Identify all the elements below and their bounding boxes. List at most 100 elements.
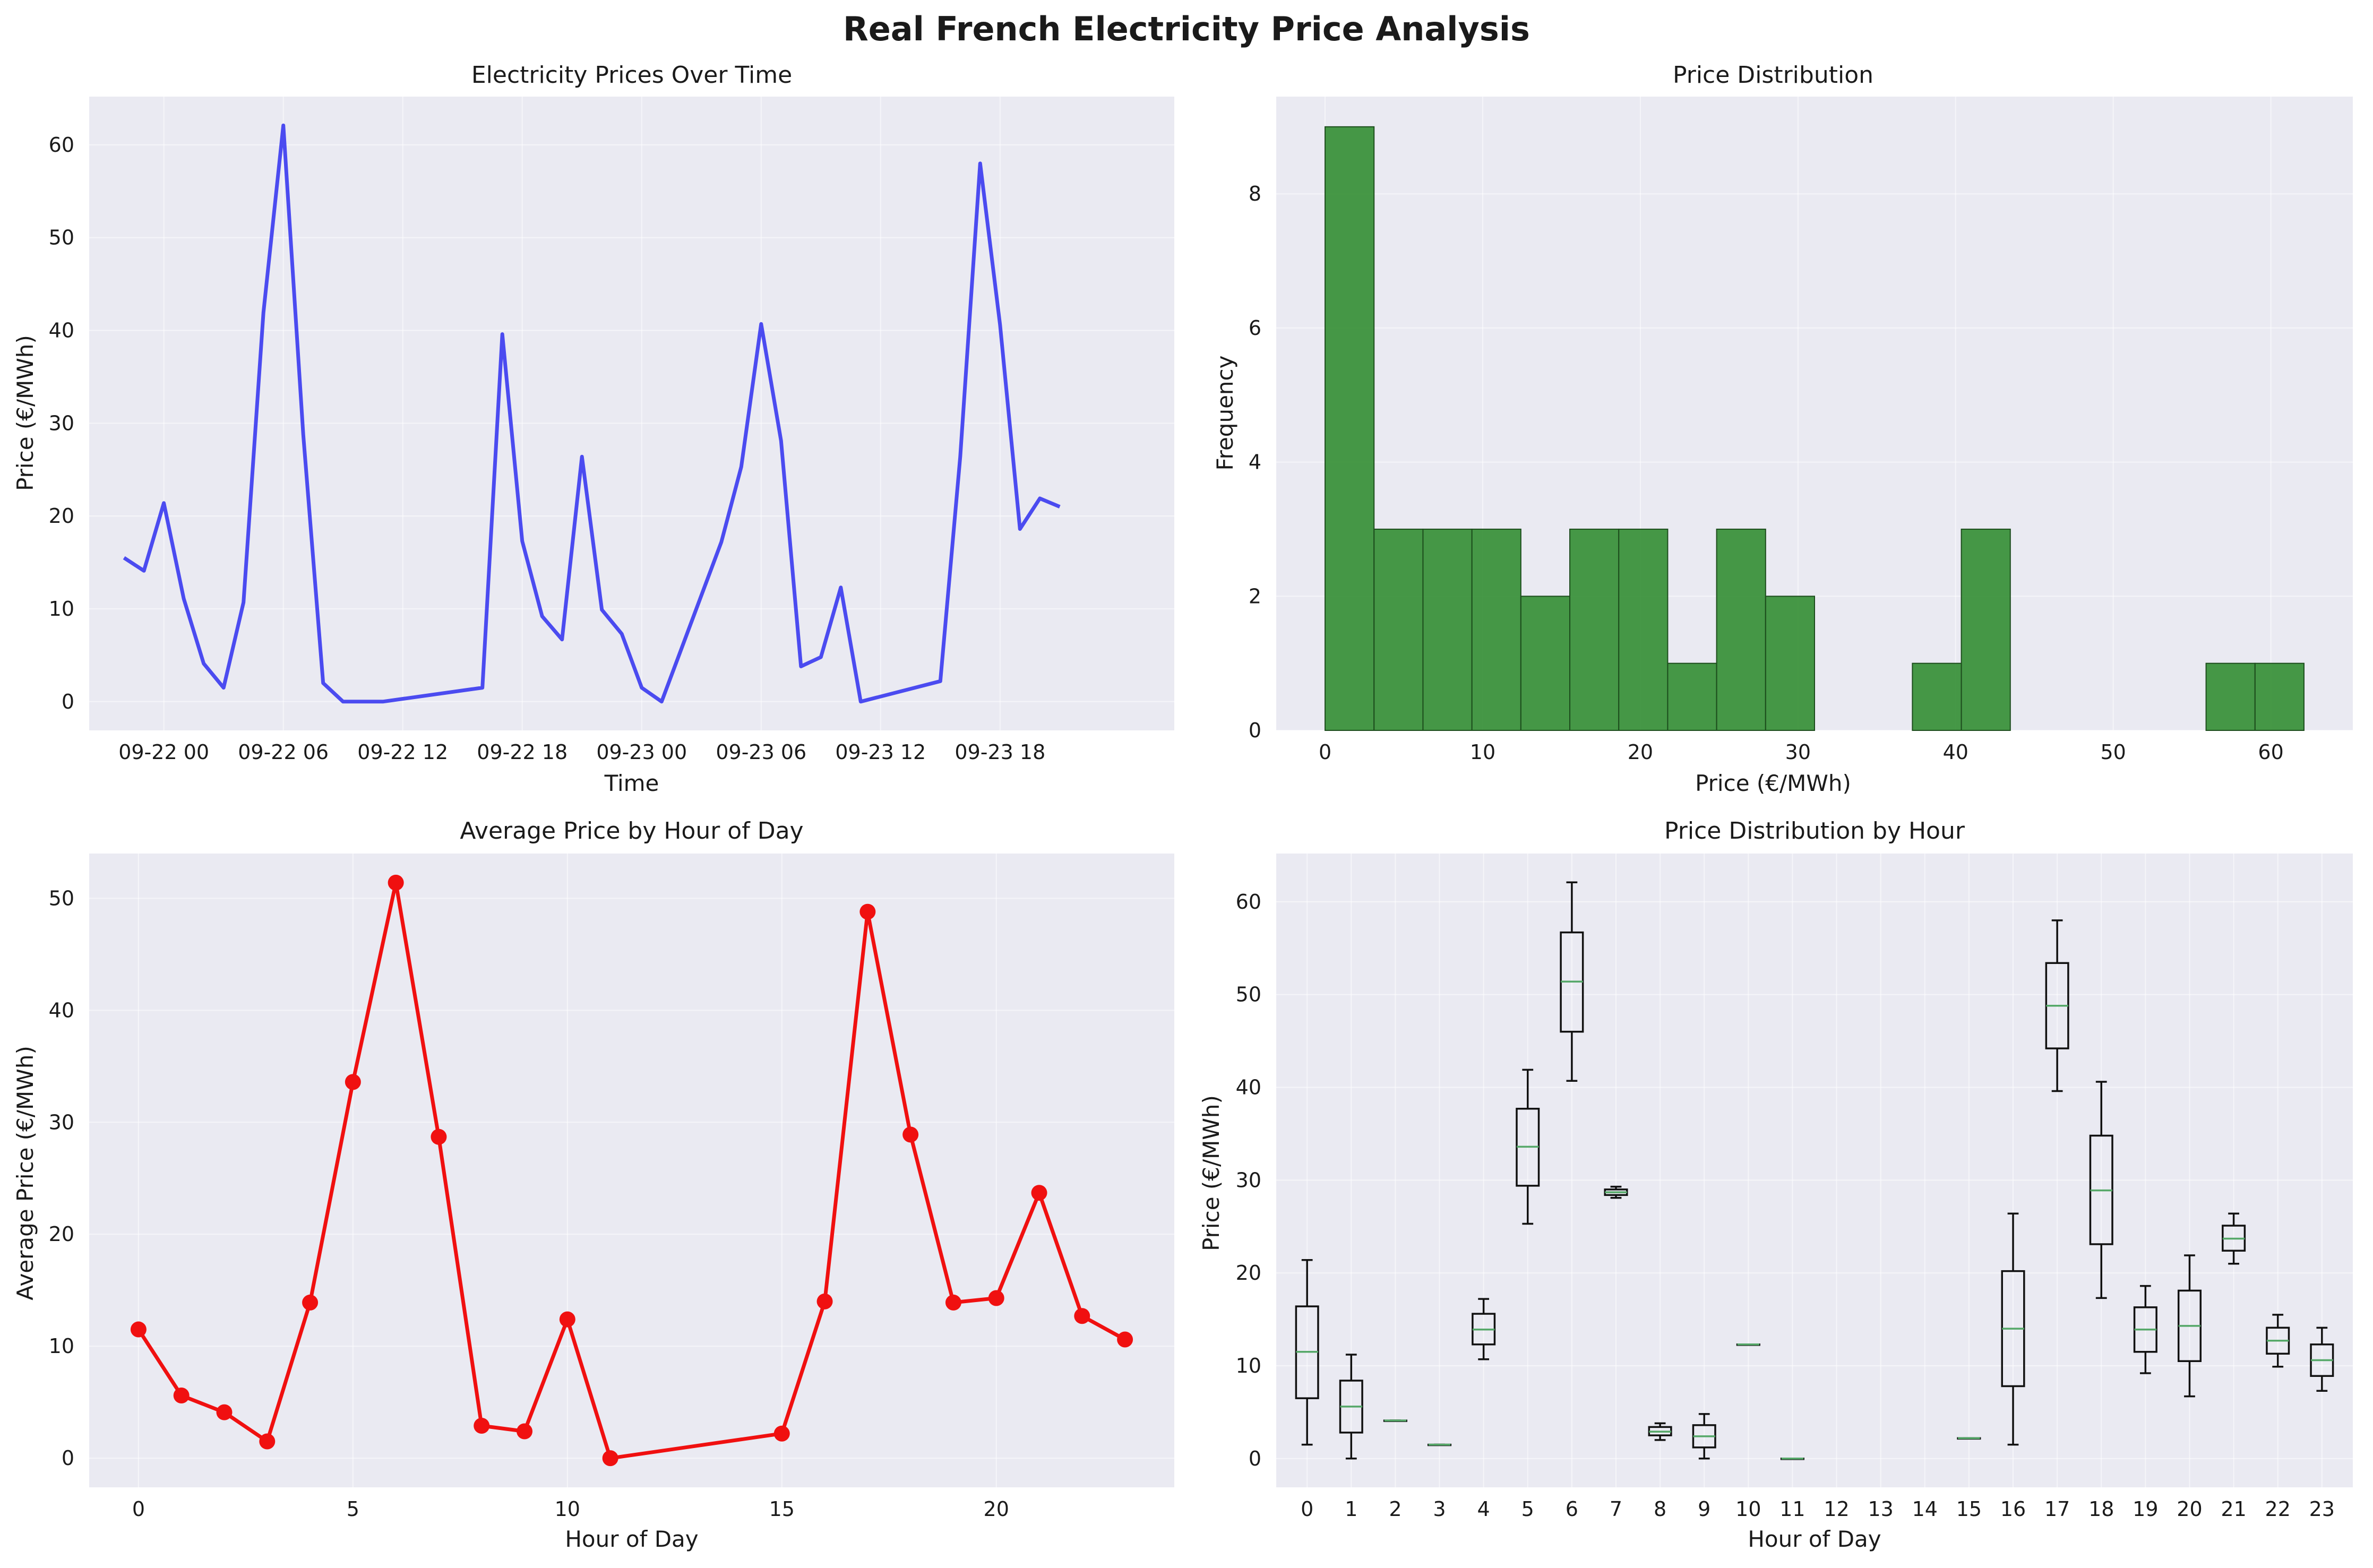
hourly-mean-point (517, 1423, 533, 1440)
histogram-ytick-label: 2 (1249, 584, 1261, 608)
histogram-bar (1961, 528, 2011, 731)
histogram-bar (1569, 528, 1620, 731)
hourly-box-xtick-label: 20 (2177, 1497, 2202, 1521)
timeseries-ylabel: Price (€/MWh) (12, 335, 38, 491)
hourly-box-ytick-label: 0 (1249, 1447, 1261, 1470)
hourly-mean-point (173, 1388, 190, 1404)
hourly-box-item (2089, 1081, 2113, 1299)
hourly-mean-point (902, 1126, 919, 1143)
hourly-box-xtick-label: 9 (1698, 1497, 1710, 1521)
hourly-box-item (2133, 1285, 2157, 1374)
hourly-mean-ytick-label: 0 (62, 1446, 74, 1470)
hourly-box-ytick-label: 40 (1236, 1076, 1261, 1099)
histogram-xtick-label: 10 (1470, 740, 1495, 764)
histogram-bar (2205, 662, 2256, 731)
hourly-box-ylabel: Price (€/MWh) (1198, 1095, 1224, 1251)
histogram-bar (1618, 528, 1669, 731)
histogram-bar (1373, 528, 1424, 731)
hourly-mean-xtick-label: 20 (984, 1497, 1009, 1521)
histogram-xtick-label: 60 (2258, 740, 2283, 764)
histogram-title: Price Distribution (1673, 62, 1873, 89)
hourly-box-xtick-label: 2 (1389, 1497, 1402, 1521)
hourly-box-plot-area (1276, 854, 2353, 1487)
timeseries-xtick-label: 09-23 06 (716, 740, 806, 764)
hourly-box-xtick-label: 5 (1521, 1497, 1534, 1521)
hourly-box-xtick-label: 15 (1956, 1497, 1982, 1521)
hourly-mean-ytick-label: 10 (49, 1334, 74, 1358)
timeseries-xtick-label: 09-23 18 (955, 740, 1045, 764)
hourly-box-ytick-label: 50 (1236, 983, 1261, 1006)
hourly-mean-point (1031, 1185, 1047, 1201)
hourly-box-grid (1276, 854, 2353, 1487)
hourly-box-xtick-label: 10 (1735, 1497, 1761, 1521)
hourly-mean-point (388, 874, 404, 891)
hourly-mean-point (216, 1404, 233, 1420)
hourly-box-ytick-label: 20 (1236, 1261, 1261, 1285)
histogram-xtick-label: 20 (1628, 740, 1653, 764)
hourly-box-xtick-label: 8 (1654, 1497, 1666, 1521)
timeseries-ytick-label: 30 (49, 411, 74, 435)
hourly-box-item (1604, 1185, 1628, 1199)
hourly-box-item (1339, 1354, 1363, 1460)
hourly-mean-ytick-label: 50 (49, 886, 74, 910)
histogram-bar (1325, 126, 1375, 731)
figure-suptitle: Real French Electricity Price Analysis (843, 10, 1530, 48)
histogram-bar (1422, 528, 1473, 731)
hourly-box-item (2310, 1326, 2334, 1392)
timeseries-xtick-label: 09-22 12 (357, 740, 448, 764)
hourly-mean-point (559, 1311, 575, 1328)
histogram-ylabel: Frequency (1212, 356, 1238, 471)
histogram-bar (1765, 596, 1815, 731)
hourly-box-xtick-label: 4 (1477, 1497, 1490, 1521)
histogram-xtick-label: 40 (1943, 740, 1968, 764)
hourly-box-item (1295, 1259, 1319, 1446)
hourly-box-item (1648, 1422, 1672, 1441)
timeseries-panel: Electricity Prices Over Time Time Price … (12, 62, 1174, 796)
hourly-box-xtick-label: 12 (1824, 1497, 1849, 1521)
hourly-box-xtick-label: 7 (1610, 1497, 1622, 1521)
timeseries-xtick-label: 09-22 00 (118, 740, 209, 764)
hourly-box-panel: Price Distribution by Hour Hour of Day P… (1198, 817, 2353, 1552)
hourly-mean-point (1074, 1308, 1090, 1324)
hourly-box-item (2001, 1212, 2025, 1446)
histogram-ytick-label: 6 (1249, 316, 1261, 340)
hourly-mean-point (816, 1293, 833, 1309)
hourly-mean-point (259, 1433, 276, 1450)
hourly-box-ytick-label: 10 (1236, 1354, 1261, 1377)
hourly-box-xtick-label: 1 (1345, 1497, 1357, 1521)
hourly-box-xtick-label: 17 (2044, 1497, 2070, 1521)
timeseries-ytick-label: 40 (49, 319, 74, 342)
hourly-box-title: Price Distribution by Hour (1664, 817, 1965, 845)
hourly-mean-ylabel: Average Price (€/MWh) (12, 1046, 38, 1300)
timeseries-series-line (123, 123, 1061, 704)
hourly-mean-title: Average Price by Hour of Day (460, 817, 803, 845)
hourly-mean-point (1117, 1331, 1133, 1348)
histogram-bar (2254, 662, 2305, 731)
hourly-box-xlabel: Hour of Day (1748, 1526, 1881, 1552)
timeseries-xtick-label: 09-23 00 (596, 740, 687, 764)
hourly-mean-panel: Average Price by Hour of Day Hour of Day… (12, 817, 1174, 1552)
hourly-box-item (2177, 1254, 2202, 1398)
histogram-ytick-label: 8 (1249, 182, 1261, 205)
hourly-mean-point (988, 1290, 1004, 1306)
timeseries-plot-area (89, 97, 1174, 730)
histogram-xlabel: Price (€/MWh) (1695, 770, 1851, 796)
hourly-box-item (1516, 1069, 1540, 1225)
hourly-box-xtick-label: 6 (1566, 1497, 1578, 1521)
histogram-bar (1667, 662, 1717, 731)
timeseries-ytick-label: 20 (49, 504, 74, 528)
timeseries-title: Electricity Prices Over Time (471, 62, 792, 89)
hourly-mean-xtick-label: 10 (555, 1497, 580, 1521)
timeseries-xtick-label: 09-23 12 (835, 740, 926, 764)
hourly-box-xtick-label: 19 (2133, 1497, 2158, 1521)
hourly-box-item (1560, 881, 1584, 1082)
hourly-mean-point (474, 1417, 490, 1434)
hourly-mean-ytick-label: 20 (49, 1222, 74, 1246)
histogram-xtick-label: 50 (2100, 740, 2126, 764)
timeseries-ytick-label: 0 (62, 690, 74, 713)
histogram-bar (1520, 596, 1571, 731)
timeseries-ytick-label: 50 (49, 226, 74, 249)
hourly-mean-xtick-label: 15 (769, 1497, 795, 1521)
timeseries-xtick-label: 09-22 18 (477, 740, 568, 764)
hourly-box-xtick-label: 3 (1433, 1497, 1446, 1521)
